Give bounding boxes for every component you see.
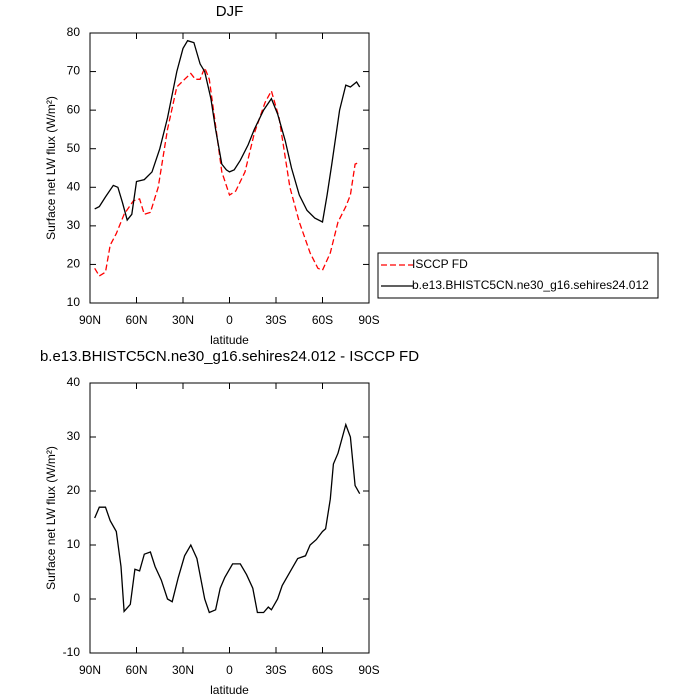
x-axis-label: latitude (210, 683, 249, 697)
y-tick-label: 30 (67, 218, 81, 232)
x-tick-label: 30S (265, 313, 286, 327)
y-axis-label: Surface net LW flux (W/m²) (44, 446, 58, 590)
x-tick-label: 0 (226, 313, 233, 327)
plot-frame (89, 32, 370, 304)
y-tick-label: 70 (67, 64, 81, 78)
y-tick-label: 10 (67, 537, 81, 551)
y-tick-label: 10 (67, 295, 81, 309)
legend-box (377, 252, 659, 299)
data-line (94, 422, 361, 614)
data-line (94, 39, 361, 223)
y-tick-label: 40 (67, 375, 81, 389)
y-tick-label: 60 (67, 102, 81, 116)
legend-label: ISCCP FD (412, 257, 468, 271)
y-tick-label: 20 (67, 257, 81, 271)
x-tick-label: 60S (312, 313, 333, 327)
x-tick-label: 90N (79, 313, 101, 327)
x-tick-label: 60N (125, 663, 147, 677)
x-tick-label: 90N (79, 663, 101, 677)
y-tick-label: 30 (67, 429, 81, 443)
chart-title: b.e13.BHISTC5CN.ne30_g16.sehires24.012 -… (40, 348, 419, 365)
x-axis-label: latitude (210, 333, 249, 347)
y-tick-label: -10 (63, 645, 81, 659)
y-tick-label: 40 (67, 179, 81, 193)
y-tick-label: 50 (67, 141, 81, 155)
x-tick-label: 30S (265, 663, 286, 677)
x-tick-label: 0 (226, 663, 233, 677)
x-tick-label: 60N (125, 313, 147, 327)
y-axis-label: Surface net LW flux (W/m²) (44, 96, 58, 240)
y-tick-label: 20 (67, 483, 81, 497)
legend-label: b.e13.BHISTC5CN.ne30_g16.sehires24.012 (412, 278, 649, 292)
y-tick-label: 80 (67, 25, 81, 39)
data-line (94, 65, 360, 277)
x-tick-label: 60S (312, 663, 333, 677)
x-tick-label: 30N (172, 663, 194, 677)
x-tick-label: 90S (358, 663, 379, 677)
y-tick-label: 0 (73, 591, 80, 605)
x-tick-label: 90S (358, 313, 379, 327)
x-tick-label: 30N (172, 313, 194, 327)
chart-title: DJF (216, 3, 244, 20)
